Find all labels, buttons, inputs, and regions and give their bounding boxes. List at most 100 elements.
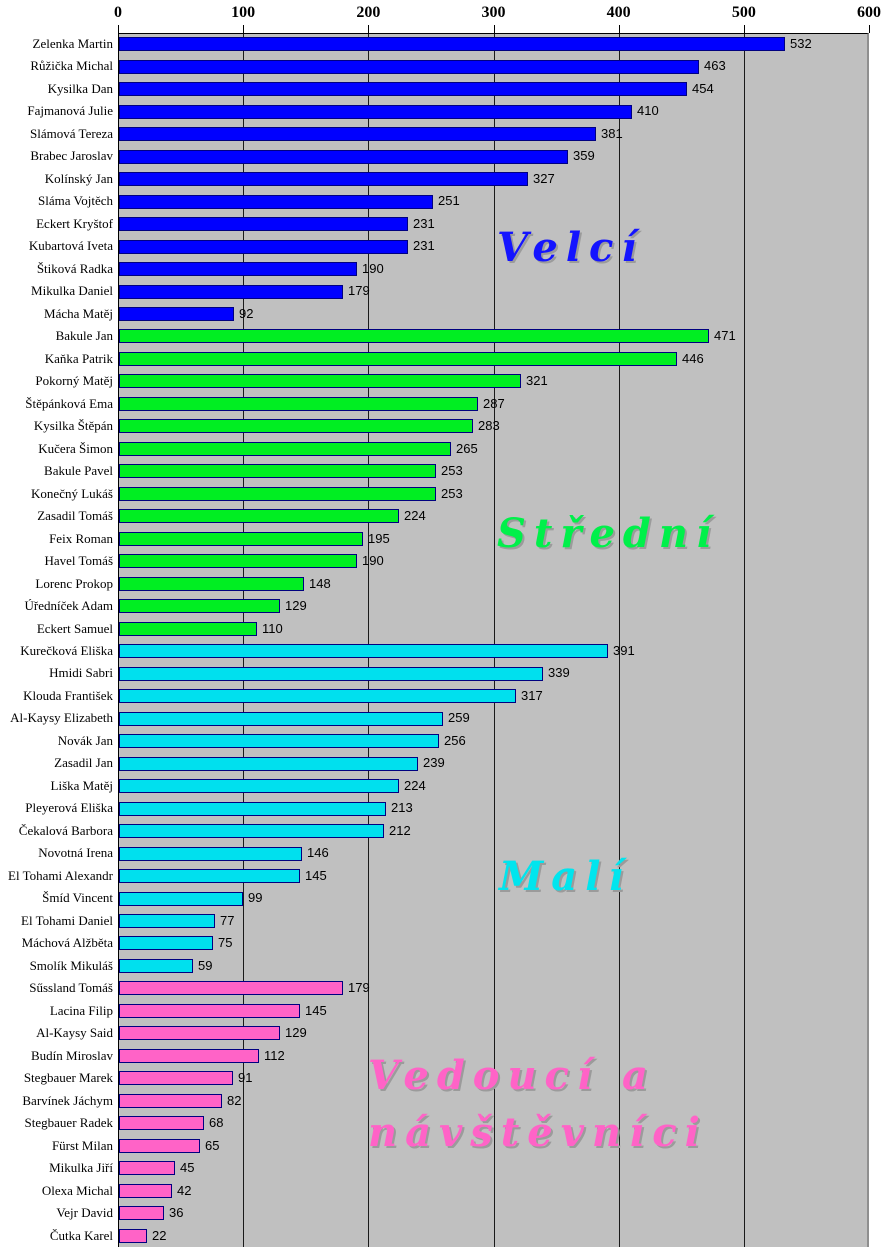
value-label: 65 [205,1137,220,1153]
bar[interactable] [119,869,300,884]
chart-row: Štěpánková Ema 287 [0,393,882,415]
value-label: 259 [448,710,470,726]
chart-row: Barvínek Jáchym 82 [0,1090,882,1112]
category-label: Máchová Alžběta [21,935,113,951]
bar[interactable] [119,1071,233,1086]
x-tick-mark [618,25,620,33]
chart-row: Sláma Vojtěch 251 [0,190,882,212]
bar[interactable] [119,464,436,479]
bar[interactable] [119,59,699,74]
chart-row: Úředníček Adam 129 [0,595,882,617]
bar[interactable] [119,374,521,389]
bar[interactable] [119,396,478,411]
bar[interactable] [119,1093,222,1108]
bar[interactable] [119,914,215,928]
gridline [493,34,495,1247]
bar[interactable] [119,621,257,636]
bar[interactable] [119,1206,164,1221]
bar[interactable] [119,239,408,254]
bar[interactable] [119,82,687,97]
x-tick-mark [743,25,745,33]
bar[interactable] [119,1183,172,1198]
bar[interactable] [119,958,193,973]
chart-row: Stegbauer Radek 68 [0,1112,882,1134]
chart-row: Feix Roman 195 [0,528,882,550]
chart-row: Mikulka Jiří 45 [0,1157,882,1179]
bar[interactable] [119,734,439,749]
bar[interactable] [119,441,451,456]
bar[interactable] [119,711,443,726]
category-label: Novotná Irena [38,845,113,861]
value-label: 92 [239,305,254,321]
chart-row: Růžička Michal 463 [0,55,882,77]
bar[interactable] [119,891,243,906]
bar[interactable] [119,666,543,681]
chart-row: Al-Kaysy Said 129 [0,1022,882,1044]
category-label: Kysilka Dan [47,80,113,96]
category-label: Zelenka Martin [32,36,114,51]
bar[interactable] [119,1138,200,1153]
bar[interactable] [119,194,433,209]
bar[interactable] [119,779,399,794]
bar[interactable] [119,981,343,996]
chart-row: Kučera Šimon 265 [0,438,882,460]
bar[interactable] [119,846,302,861]
bar[interactable] [119,149,568,164]
value-label: 22 [152,1227,167,1243]
bar[interactable] [119,1161,175,1176]
group-annotation: Malí [499,853,632,900]
bar[interactable] [119,329,709,344]
bar[interactable] [119,217,408,232]
category-label: Kučera Šimon [38,440,113,456]
chart-row: Novotná Irena 146 [0,842,882,864]
bar[interactable] [119,37,785,52]
bar[interactable] [119,262,357,277]
value-label: 112 [264,1047,285,1063]
bar[interactable] [119,1026,280,1041]
bar[interactable] [119,509,399,524]
bar[interactable] [119,172,528,187]
bar[interactable] [119,756,418,771]
chart-row: Bakule Pavel 253 [0,460,882,482]
category-label: Konečný Lukáš [31,485,113,501]
bar[interactable] [119,104,632,119]
bar[interactable] [119,801,386,816]
value-label: 45 [180,1160,195,1176]
category-label: Bakule Jan [55,328,113,344]
category-label: Zasadil Jan [54,755,113,771]
bar[interactable] [119,599,280,614]
value-label: 256 [444,732,466,748]
x-tick-label: 500 [731,4,756,21]
category-label: Vejr David [56,1205,113,1221]
bar[interactable] [119,531,363,546]
category-label: Štiková Radka [36,260,113,276]
bar[interactable] [119,1048,259,1063]
group-annotation: Velcí [497,224,645,271]
bar[interactable] [119,284,343,299]
value-label: 195 [368,530,390,546]
bar[interactable] [119,824,384,839]
value-label: 251 [438,193,460,209]
bar[interactable] [119,351,677,366]
bar[interactable] [119,576,304,591]
bar[interactable] [119,1228,147,1243]
value-label: 391 [613,643,635,658]
bar[interactable] [119,1003,300,1018]
bar[interactable] [119,307,234,321]
bar[interactable] [119,644,608,659]
bar[interactable] [119,486,436,501]
category-label: Barvínek Jáchym [22,1092,113,1108]
bar[interactable] [119,689,516,704]
value-label: 283 [478,418,500,434]
bar[interactable] [119,1116,204,1131]
category-label: Kolínský Jan [44,170,113,186]
value-label: 454 [692,80,714,96]
value-label: 339 [548,665,570,681]
bar[interactable] [119,554,357,569]
bar[interactable] [119,127,596,142]
chart-row: Kurečková Eliška 391 [0,640,882,662]
bar[interactable] [119,936,213,951]
bar[interactable] [119,419,473,434]
chart-row: Eckert Samuel 110 [0,618,882,640]
chart-row: Pokorný Matěj 321 [0,370,882,392]
